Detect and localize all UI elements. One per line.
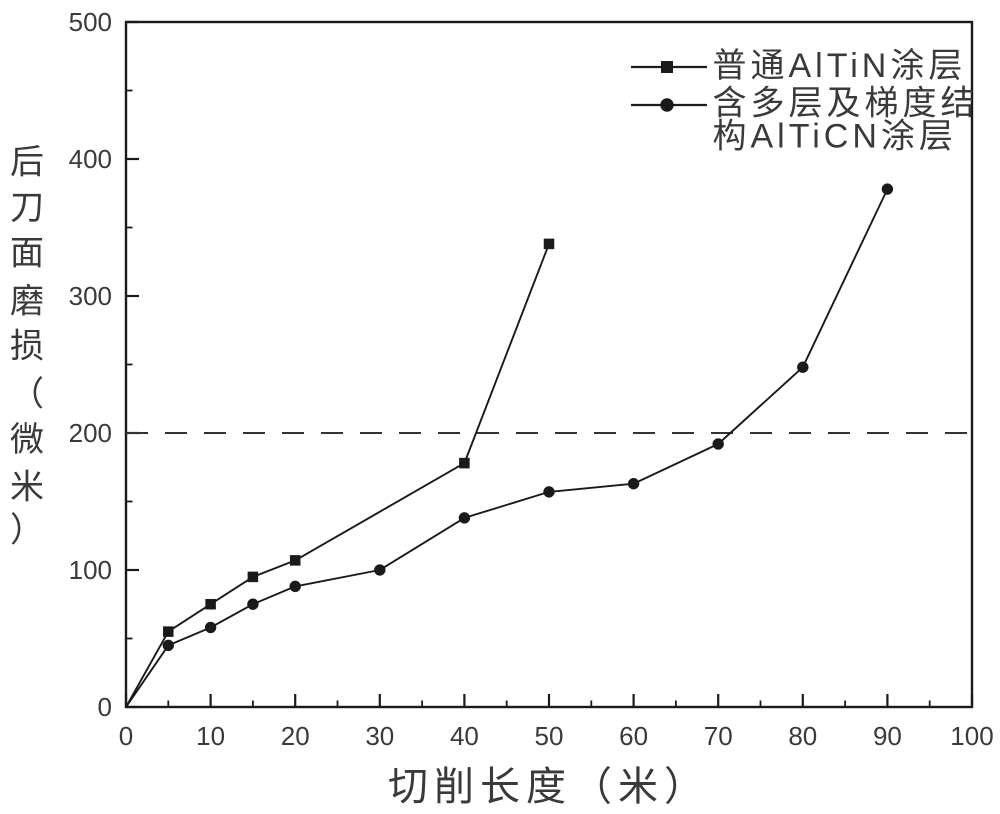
- svg-text:200: 200: [69, 418, 112, 448]
- svg-text:刀: 刀: [10, 189, 44, 227]
- svg-text:70: 70: [704, 721, 733, 751]
- svg-text:构AlTiCN涂层: 构AlTiCN涂层: [713, 118, 957, 156]
- svg-text:500: 500: [69, 7, 112, 37]
- svg-text:20: 20: [281, 721, 310, 751]
- svg-text:100: 100: [950, 721, 993, 751]
- svg-text:普通AlTiN涂层: 普通AlTiN涂层: [713, 47, 967, 85]
- svg-text:90: 90: [873, 721, 902, 751]
- svg-text:后: 后: [10, 144, 44, 182]
- svg-text:微: 微: [10, 421, 44, 459]
- svg-text:）: ）: [10, 512, 44, 550]
- svg-text:60: 60: [619, 721, 648, 751]
- svg-text:（: （: [10, 376, 44, 414]
- svg-text:10: 10: [196, 721, 225, 751]
- svg-text:切削长度（米）: 切削长度（米）: [388, 765, 710, 809]
- svg-text:损: 损: [10, 328, 44, 366]
- svg-text:80: 80: [788, 721, 817, 751]
- svg-text:40: 40: [450, 721, 479, 751]
- svg-text:0: 0: [119, 721, 133, 751]
- svg-text:100: 100: [69, 555, 112, 585]
- svg-text:300: 300: [69, 281, 112, 311]
- svg-text:米: 米: [10, 469, 44, 507]
- svg-text:0: 0: [98, 692, 112, 722]
- svg-text:50: 50: [535, 721, 564, 751]
- svg-text:30: 30: [365, 721, 394, 751]
- svg-text:400: 400: [69, 144, 112, 174]
- svg-text:面: 面: [10, 234, 44, 272]
- svg-text:磨: 磨: [10, 282, 44, 320]
